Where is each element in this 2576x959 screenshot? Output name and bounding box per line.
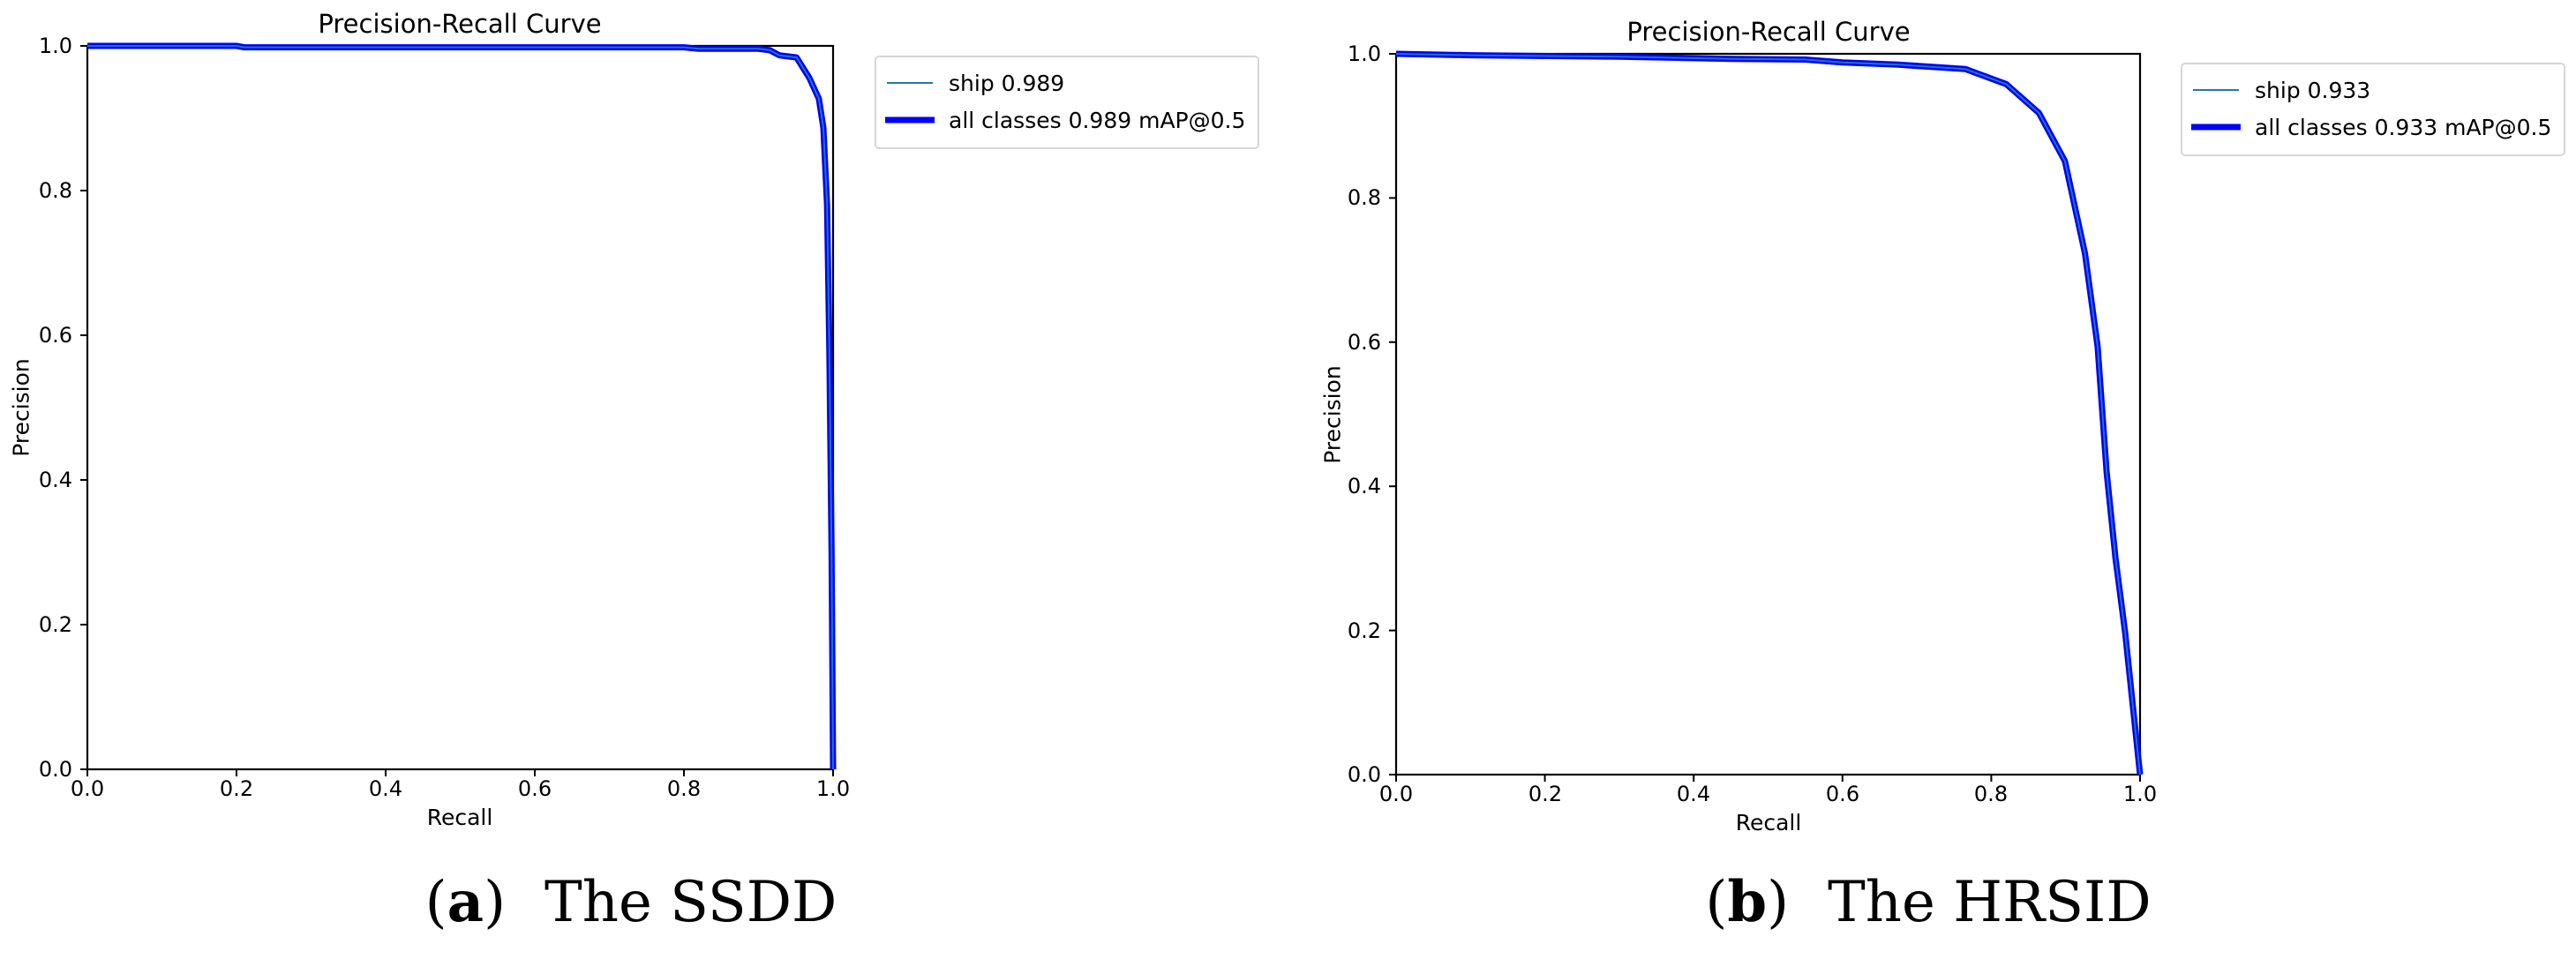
y-tick-label: 0.4 [38, 468, 72, 492]
x-tick-label: 0.0 [70, 776, 105, 801]
caption-b: (b) The HRSID [1705, 869, 2152, 935]
y-axis-label: Precision [8, 358, 34, 457]
y-tick-label: 1.0 [38, 34, 72, 58]
x-tick-label: 0.6 [517, 776, 552, 801]
caption-a: (a) The SSDD [424, 869, 837, 935]
x-tick-label: 0.2 [1528, 782, 1563, 806]
chart-title: Precision-Recall Curve [1626, 17, 1911, 47]
line-swatch-icon [887, 82, 933, 84]
all-classes-curve [1395, 50, 2144, 775]
y-tick-label: 0.2 [1347, 618, 1381, 643]
y-tick-label: 0.2 [38, 612, 72, 637]
panel-b: Precision-Recall Curve Precision Recall … [1288, 0, 2576, 959]
x-tick-label: 1.0 [2122, 782, 2158, 806]
ship-curve [87, 45, 834, 770]
y-axis-label: Precision [1319, 365, 1346, 464]
caption-letter: a [447, 869, 484, 935]
caption-letter: b [1727, 869, 1768, 935]
legend-label: all classes 0.989 mAP@0.5 [949, 107, 1246, 133]
legend-item-ship: ship 0.933 [2191, 71, 2551, 109]
y-tick-label: 1.0 [1347, 41, 1381, 66]
chart-title: Precision-Recall Curve [318, 9, 602, 39]
y-tick-label: 0.4 [1347, 474, 1381, 498]
x-tick-label: 0.2 [219, 776, 254, 801]
legend-label: ship 0.933 [2255, 77, 2371, 103]
legend-item-all-classes: all classes 0.989 mAP@0.5 [885, 101, 1245, 139]
plot-area-b [1389, 50, 2144, 782]
legend-label: all classes 0.933 mAP@0.5 [2255, 114, 2552, 140]
x-tick-label: 0.6 [1825, 782, 1860, 806]
line-swatch-icon [885, 116, 935, 124]
x-tick-label: 0.0 [1378, 782, 1414, 806]
x-axis-label: Recall [426, 805, 493, 830]
y-tick-label: 0.8 [1347, 185, 1381, 210]
y-tick-label: 0.6 [1347, 330, 1381, 355]
legend-label: ship 0.989 [949, 70, 1065, 96]
axes-frame [86, 44, 835, 771]
plot-area-a [80, 42, 837, 776]
x-tick-label: 0.4 [368, 776, 403, 801]
y-tick-label: 0.6 [38, 323, 72, 348]
legend-item-all-classes: all classes 0.933 mAP@0.5 [2191, 109, 2551, 146]
axes-frame [1394, 52, 2142, 776]
all-classes-curve [87, 42, 837, 770]
line-swatch-icon [2191, 124, 2241, 131]
caption-text: The SSDD [544, 869, 837, 935]
panel-a: Precision-Recall Curve Precision Recall … [8, 9, 1260, 935]
line-swatch-icon [2193, 89, 2239, 91]
legend: ship 0.989 all classes 0.989 mAP@0.5 [875, 56, 1260, 149]
legend-item-ship: ship 0.989 [885, 64, 1245, 101]
x-tick-label: 0.8 [1973, 782, 2009, 806]
y-tick-label: 0.0 [1347, 762, 1381, 787]
caption-text: The HRSID [1828, 869, 2152, 935]
ship-curve [1395, 53, 2141, 775]
x-tick-label: 0.8 [666, 776, 702, 801]
x-axis-label: Recall [1735, 810, 1802, 835]
x-tick-label: 1.0 [815, 776, 851, 801]
y-tick-label: 0.8 [38, 178, 72, 203]
x-tick-label: 0.4 [1676, 782, 1711, 806]
y-tick-label: 0.0 [38, 757, 72, 782]
legend: ship 0.933 all classes 0.933 mAP@0.5 [2181, 63, 2566, 156]
